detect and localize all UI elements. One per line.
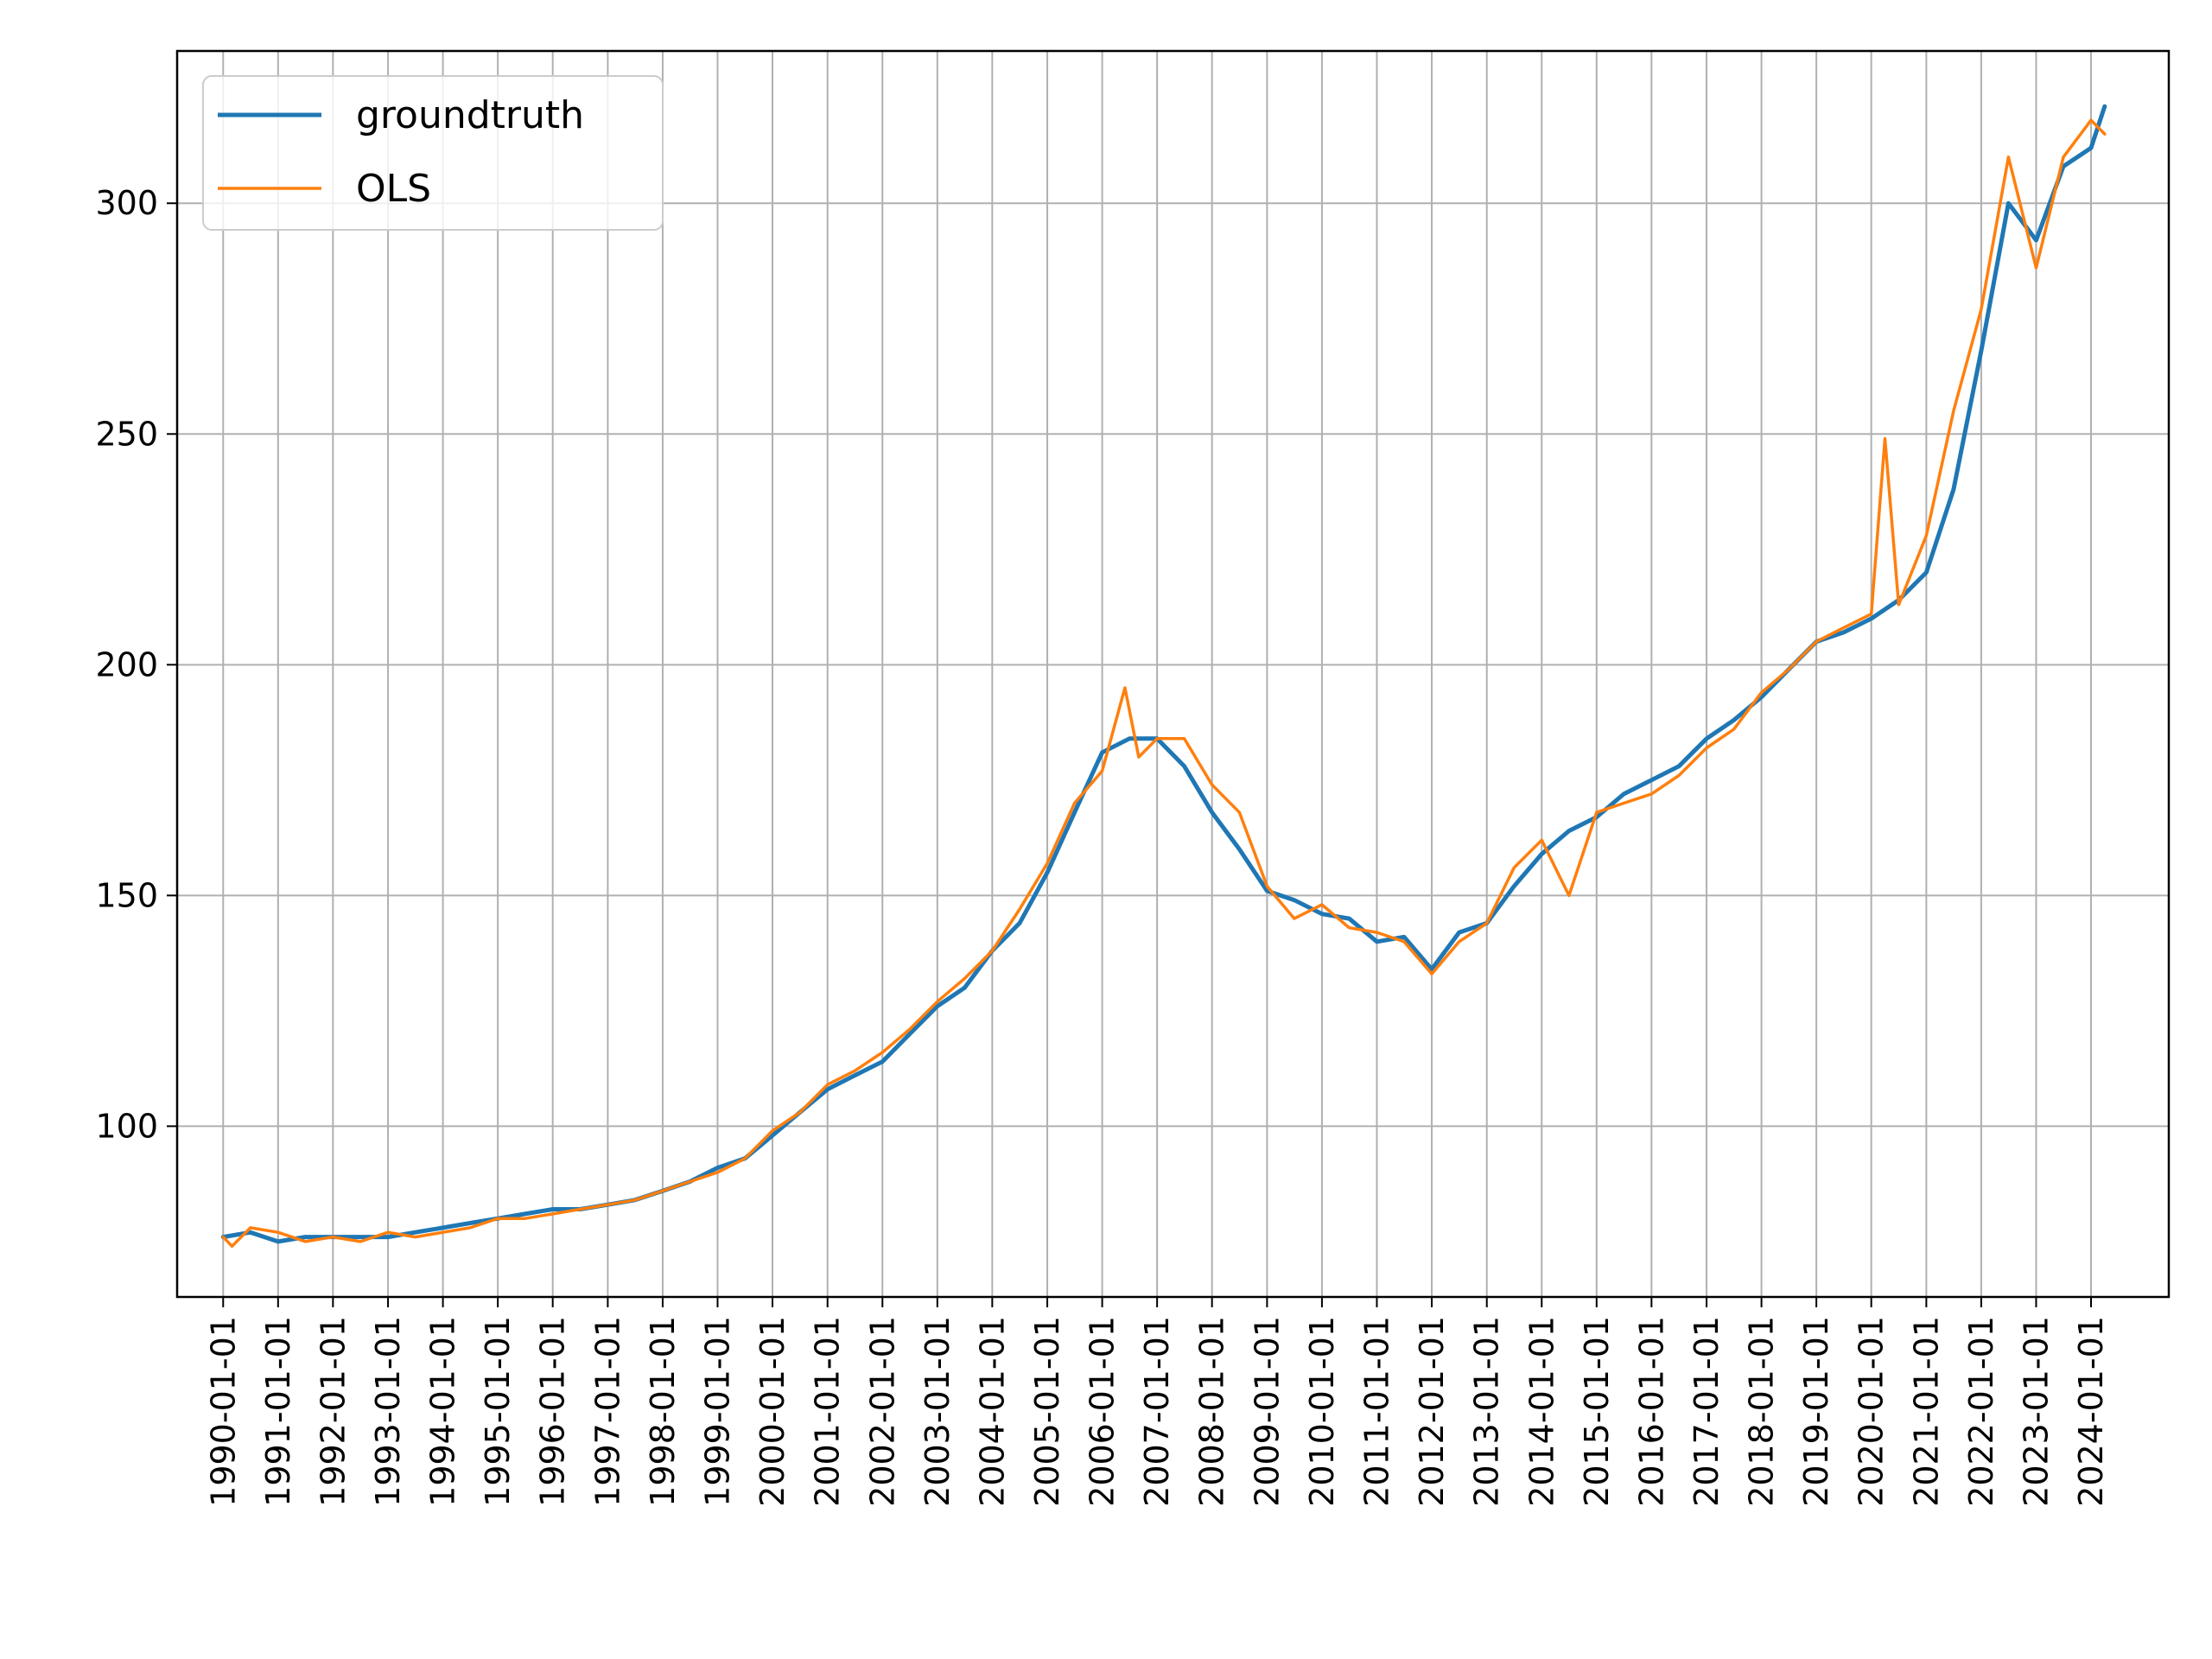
- x-tick-label: 2002-01-01: [863, 1316, 901, 1507]
- plot-area: [177, 51, 2169, 1297]
- x-tick-label: 2024-01-01: [2072, 1316, 2110, 1507]
- x-tick-label: 1999-01-01: [698, 1316, 736, 1507]
- x-tick-label: 2016-01-01: [1632, 1316, 1670, 1507]
- x-tick-label: 1991-01-01: [259, 1316, 297, 1507]
- legend-label-groundtruth: groundtruth: [356, 93, 584, 137]
- x-tick-label: 2001-01-01: [809, 1316, 847, 1507]
- x-tick-label: 2010-01-01: [1303, 1316, 1341, 1507]
- x-tick-label: 2013-01-01: [1468, 1316, 1506, 1507]
- x-tick-label: 1996-01-01: [534, 1316, 572, 1507]
- legend-label-ols: OLS: [356, 167, 431, 211]
- x-tick-label: 2005-01-01: [1028, 1316, 1066, 1507]
- y-tick-label: 150: [95, 876, 158, 914]
- x-tick-label: 2018-01-01: [1743, 1316, 1781, 1507]
- x-tick-label: 2014-01-01: [1522, 1316, 1560, 1507]
- x-tick-label: 2003-01-01: [918, 1316, 957, 1507]
- series-lines: [220, 104, 2107, 1249]
- x-tick-label: 2007-01-01: [1138, 1316, 1176, 1507]
- x-tick-label: 1995-01-01: [479, 1316, 517, 1507]
- x-tick-label: 1994-01-01: [424, 1316, 462, 1507]
- y-tick-label: 300: [95, 184, 158, 222]
- legend: groundtruth OLS: [202, 75, 664, 231]
- x-gridlines: [222, 51, 2093, 1297]
- x-tick-label: 2004-01-01: [973, 1316, 1011, 1507]
- x-tick-label: 2017-01-01: [1688, 1316, 1726, 1507]
- x-tick-label: 2023-01-01: [2017, 1316, 2055, 1507]
- x-tick-label: 2008-01-01: [1193, 1316, 1231, 1507]
- x-tick-label: 2015-01-01: [1578, 1316, 1616, 1507]
- x-axis: 1990-01-01 1991-01-01 1992-01-01 1993-01-01…: [204, 1297, 2110, 1507]
- x-tick-label: 2012-01-01: [1413, 1316, 1451, 1507]
- x-tick-label: 2000-01-01: [753, 1316, 791, 1507]
- y-tick-label: 100: [95, 1107, 158, 1145]
- x-tick-label: 2019-01-01: [1797, 1316, 1835, 1507]
- x-tick-label: 2022-01-01: [1962, 1316, 2000, 1507]
- x-tick-label: 1997-01-01: [588, 1316, 626, 1507]
- x-tick-label: 2021-01-01: [1907, 1316, 1945, 1507]
- series-line-ols: [221, 118, 2107, 1249]
- x-tick-label: 1993-01-01: [369, 1316, 407, 1507]
- x-tick-label: 1992-01-01: [314, 1316, 352, 1507]
- x-tick-label: 2006-01-01: [1084, 1316, 1122, 1507]
- x-tick-label: 2009-01-01: [1248, 1316, 1286, 1507]
- y-tick-label: 200: [95, 645, 158, 683]
- plot-frame: [175, 49, 2171, 1299]
- x-tick-label: 1998-01-01: [644, 1316, 682, 1507]
- x-tick-label: 2020-01-01: [1853, 1316, 1891, 1507]
- y-tick-label: 250: [95, 415, 158, 453]
- x-tick-label: 1990-01-01: [204, 1316, 242, 1507]
- y-axis: 100 150 200 250 300: [95, 184, 177, 1145]
- x-tick-label: 2011-01-01: [1357, 1316, 1395, 1507]
